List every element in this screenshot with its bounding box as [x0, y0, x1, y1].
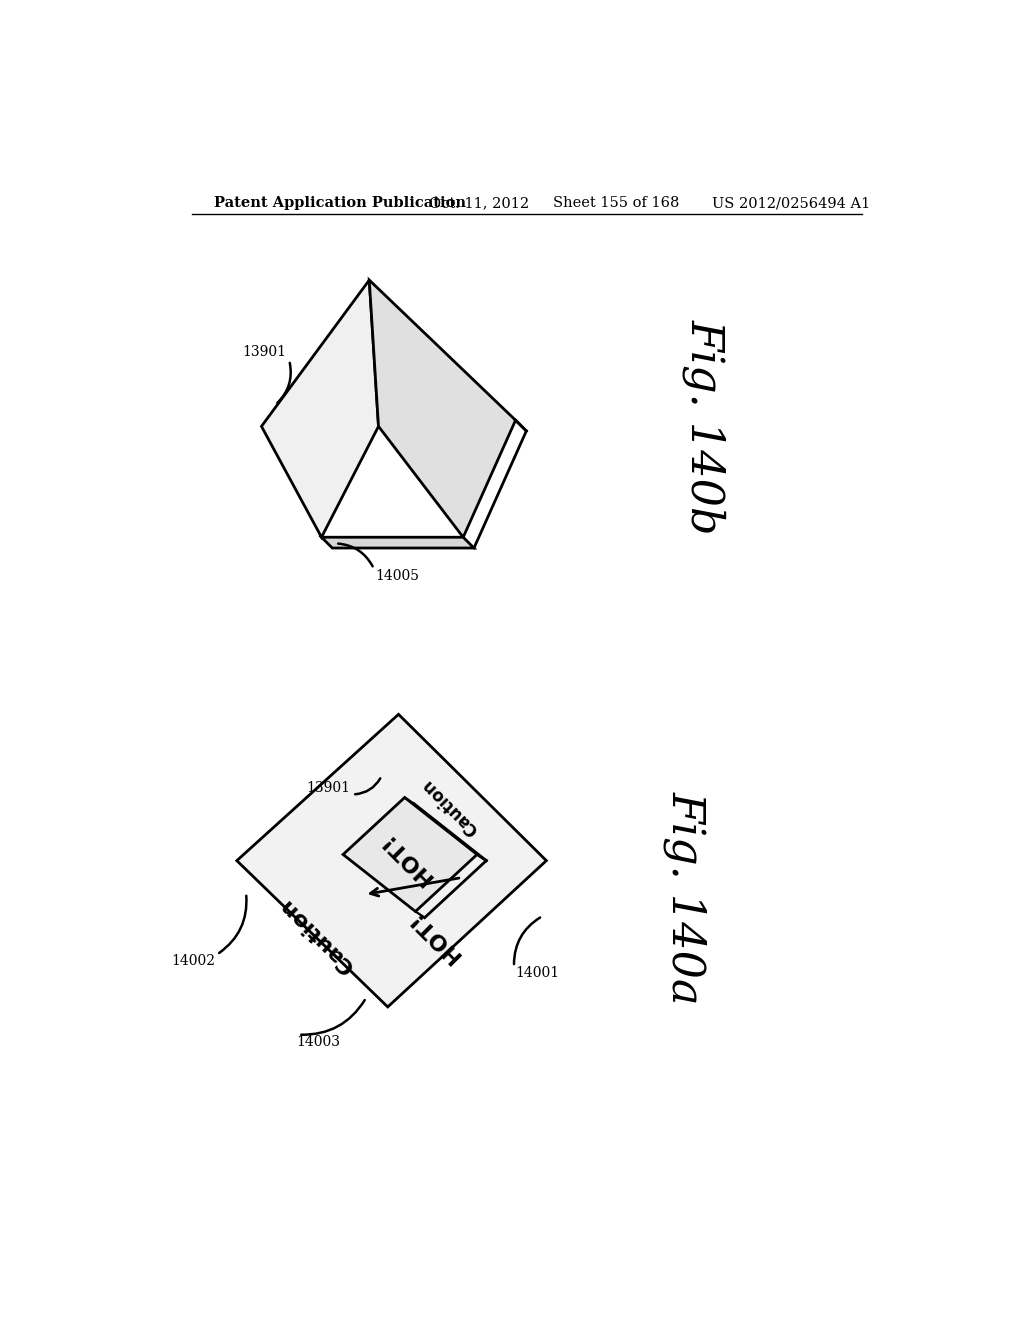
Text: Fig. 140a: Fig. 140a	[664, 791, 707, 1005]
Text: 13901: 13901	[242, 346, 286, 359]
Text: Caution: Caution	[418, 775, 482, 838]
Polygon shape	[343, 797, 477, 911]
Text: Sheet 155 of 168: Sheet 155 of 168	[553, 197, 679, 210]
Text: 13901: 13901	[306, 781, 350, 795]
Polygon shape	[261, 280, 379, 537]
Text: Fig. 140b: Fig. 140b	[682, 318, 726, 535]
Text: HOT!: HOT!	[377, 829, 435, 887]
Text: Caution: Caution	[275, 894, 358, 975]
Polygon shape	[237, 714, 547, 1007]
Text: 14002: 14002	[171, 954, 215, 968]
Text: US 2012/0256494 A1: US 2012/0256494 A1	[712, 197, 870, 210]
Polygon shape	[370, 280, 515, 537]
Text: Oct. 11, 2012: Oct. 11, 2012	[429, 197, 529, 210]
Polygon shape	[322, 537, 474, 548]
Text: 14005: 14005	[376, 569, 420, 582]
Text: 14003: 14003	[296, 1035, 340, 1049]
Text: 14001: 14001	[515, 966, 560, 979]
Text: Patent Application Publication: Patent Application Publication	[214, 197, 466, 210]
Text: HOT!: HOT!	[406, 907, 464, 965]
